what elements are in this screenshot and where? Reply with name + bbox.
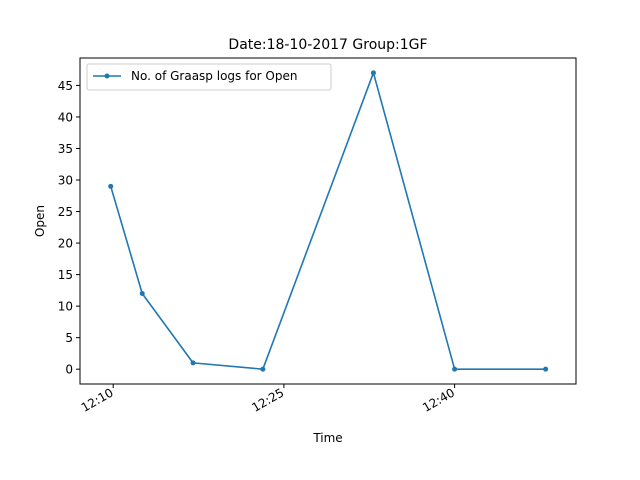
legend-box bbox=[86, 63, 332, 91]
y-tick-label: 0 bbox=[65, 363, 73, 377]
data-point bbox=[190, 360, 196, 366]
y-tick-label: 5 bbox=[65, 331, 73, 345]
data-point bbox=[260, 366, 266, 372]
data-point bbox=[139, 291, 145, 297]
data-point bbox=[543, 366, 549, 372]
y-tick-label: 15 bbox=[58, 268, 73, 282]
chart-title: Date:18-10-2017 Group:1GF bbox=[228, 37, 427, 53]
axes-frame bbox=[79, 57, 577, 385]
y-tick-label: 20 bbox=[58, 237, 73, 251]
y-axis-label: Open bbox=[33, 205, 47, 237]
data-point bbox=[452, 366, 458, 372]
y-tick-label: 30 bbox=[58, 174, 73, 188]
legend: No. of Graasp logs for Open bbox=[86, 63, 332, 91]
y-tick-label: 10 bbox=[58, 300, 73, 314]
data-point bbox=[108, 183, 114, 189]
y-tick-label: 45 bbox=[58, 79, 73, 93]
legend-series-marker bbox=[104, 73, 110, 79]
data-point bbox=[370, 70, 376, 76]
y-tick-label: 25 bbox=[58, 205, 73, 219]
y-tick-label: 40 bbox=[58, 110, 73, 124]
x-axis-label: Time bbox=[312, 431, 342, 445]
y-tick-label: 35 bbox=[58, 142, 73, 156]
legend-series-label: No. of Graasp logs for Open bbox=[131, 69, 297, 83]
